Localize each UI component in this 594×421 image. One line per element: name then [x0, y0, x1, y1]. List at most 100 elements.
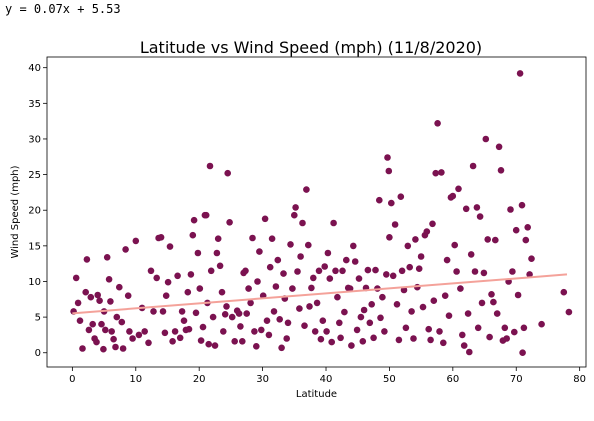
data-point — [473, 204, 481, 211]
y-tick-label: 30 — [28, 134, 41, 145]
data-point — [299, 219, 306, 227]
data-point — [324, 249, 332, 257]
data-point — [79, 345, 86, 352]
data-point — [466, 348, 473, 356]
data-point — [348, 342, 355, 349]
data-point — [147, 267, 155, 275]
data-point — [93, 338, 100, 346]
x-tick-label: 20 — [193, 374, 206, 385]
data-point — [328, 338, 336, 346]
data-point — [512, 226, 520, 234]
data-point — [218, 288, 226, 296]
data-point — [124, 292, 132, 300]
data-point — [252, 343, 260, 350]
data-point — [528, 255, 535, 262]
data-point — [350, 242, 357, 250]
data-point — [197, 337, 205, 344]
data-point — [94, 291, 101, 299]
data-point — [161, 329, 169, 337]
data-point — [157, 234, 165, 241]
data-point — [406, 263, 414, 271]
data-point — [247, 299, 254, 307]
data-point — [251, 328, 258, 335]
data-point — [330, 219, 337, 227]
chart-title: Latitude vs Wind Speed (mph) (11/8/2020) — [140, 38, 482, 57]
data-point — [129, 335, 136, 342]
data-point — [122, 246, 129, 253]
data-point — [425, 325, 433, 333]
x-tick-label: 50 — [383, 374, 396, 385]
data-point — [560, 288, 568, 296]
data-point — [522, 236, 530, 244]
y-tick-label: 40 — [28, 63, 41, 74]
data-point — [464, 310, 472, 317]
data-point — [108, 328, 115, 335]
data-point — [451, 241, 459, 249]
data-point — [189, 231, 197, 239]
data-point — [518, 201, 526, 209]
data-point — [419, 303, 427, 311]
regression-line — [72, 273, 568, 315]
data-point — [388, 199, 395, 207]
data-point — [280, 270, 287, 277]
data-point — [118, 318, 126, 326]
data-point — [432, 169, 440, 177]
data-point — [520, 324, 528, 332]
x-axis-ticks: 0 10 20 30 40 50 60 70 80 — [69, 367, 586, 385]
data-point — [497, 167, 505, 174]
data-point — [319, 317, 327, 325]
data-point — [391, 221, 399, 228]
data-point — [258, 326, 265, 334]
data-point — [323, 328, 330, 335]
data-point — [332, 267, 339, 275]
data-point — [187, 271, 195, 278]
data-point — [453, 268, 460, 275]
data-point — [507, 206, 514, 213]
data-point — [292, 204, 299, 211]
data-point — [196, 285, 204, 292]
data-point — [263, 317, 271, 325]
data-point — [310, 274, 317, 282]
data-point — [383, 271, 390, 278]
data-point — [105, 276, 113, 283]
data-point — [228, 313, 236, 321]
data-point — [296, 305, 303, 312]
y-tick-label: 10 — [28, 277, 41, 288]
data-point — [74, 299, 82, 307]
data-point — [565, 308, 573, 316]
data-point — [441, 292, 449, 300]
data-point — [180, 317, 188, 325]
data-point — [438, 169, 445, 176]
data-point — [443, 256, 451, 264]
data-point — [231, 338, 238, 345]
data-point — [389, 272, 397, 280]
data-point — [159, 308, 167, 315]
data-point — [445, 312, 453, 320]
data-point — [526, 271, 533, 278]
data-point — [276, 316, 284, 323]
data-point — [398, 267, 406, 275]
data-point — [278, 344, 285, 352]
data-point — [353, 326, 361, 334]
data-point — [355, 275, 363, 282]
data-point — [440, 339, 447, 347]
data-point — [321, 263, 329, 270]
data-point — [110, 335, 117, 343]
data-point — [100, 345, 107, 353]
data-point — [511, 328, 518, 336]
data-point — [366, 319, 374, 327]
data-point — [265, 331, 273, 339]
data-point — [261, 215, 269, 223]
data-point — [503, 335, 511, 342]
data-point — [434, 120, 441, 127]
data-point — [337, 334, 344, 342]
data-point — [311, 328, 319, 335]
data-point — [486, 333, 493, 341]
data-point — [397, 193, 405, 200]
y-tick-label: 25 — [28, 170, 41, 181]
data-point — [402, 324, 410, 332]
data-point — [178, 308, 186, 315]
data-point — [357, 313, 365, 321]
data-point — [76, 317, 84, 325]
data-point — [297, 253, 304, 260]
